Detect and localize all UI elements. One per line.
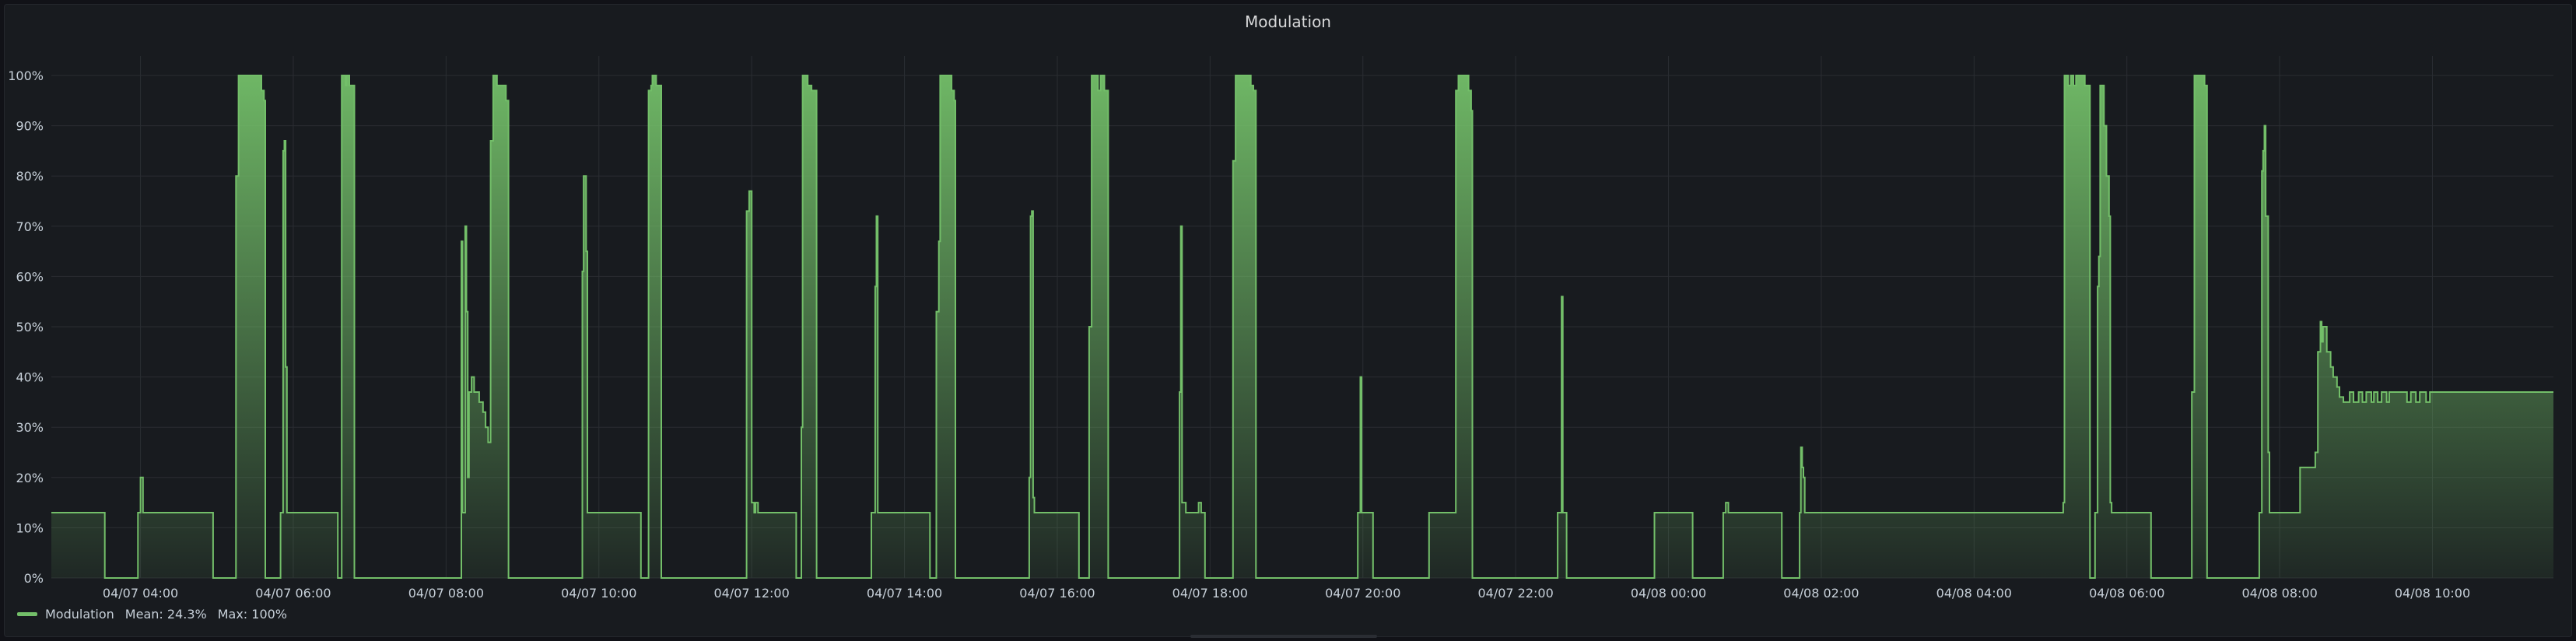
x-tick-label: 04/08 06:00: [2089, 586, 2164, 601]
legend-max: Max: 100%: [217, 606, 287, 622]
chart-svg: 0% 10% 20% 30% 40% 50% 60% 70% 80% 90% 100% 04/07 …: [8, 56, 2553, 601]
y-tick-label: 30%: [16, 420, 44, 435]
legend: Modulation Mean: 24.3% Max: 100%: [17, 605, 287, 622]
chart-panel: Modulation 0% 10% 20% 30% 40% 50% 60% 70% 80% 90%…: [4, 4, 2572, 637]
y-tick-label: 10%: [16, 520, 44, 535]
y-tick-label: 70%: [16, 219, 44, 234]
legend-mean: Mean: 24.3%: [124, 606, 207, 622]
x-tick-label: 04/08 00:00: [1631, 586, 1706, 601]
y-tick-label: 0%: [24, 571, 44, 586]
x-tick-label: 04/07 14:00: [867, 586, 942, 601]
x-tick-label: 04/08 10:00: [2395, 586, 2470, 601]
series-line[interactable]: [51, 75, 2553, 579]
x-tick-label: 04/07 22:00: [1477, 586, 1553, 601]
series-area: [51, 75, 2553, 578]
legend-swatch: [17, 611, 37, 616]
scrollbar-hint[interactable]: [1190, 635, 1377, 638]
y-axis: 0% 10% 20% 30% 40% 50% 60% 70% 80% 90% 100%: [8, 68, 44, 586]
legend-series-name: Modulation: [45, 606, 114, 622]
x-tick-label: 04/07 20:00: [1325, 586, 1400, 601]
y-tick-label: 20%: [16, 471, 44, 485]
legend-item-modulation[interactable]: Modulation: [17, 607, 114, 622]
x-tick-label: 04/07 06:00: [255, 586, 331, 601]
y-tick-label: 90%: [16, 119, 44, 134]
grid: [51, 56, 2553, 579]
x-tick-label: 04/07 04:00: [103, 586, 178, 601]
x-axis: 04/07 04:00 04/07 06:00 04/07 08:00 04/07 1…: [103, 586, 2470, 601]
y-tick-label: 50%: [16, 320, 44, 335]
y-tick-label: 60%: [16, 269, 44, 284]
x-tick-label: 04/07 12:00: [713, 586, 789, 601]
x-tick-label: 04/07 10:00: [561, 586, 636, 601]
x-tick-label: 04/08 02:00: [1783, 586, 1859, 601]
x-tick-label: 04/07 16:00: [1019, 586, 1095, 601]
y-tick-label: 80%: [16, 169, 44, 184]
x-tick-label: 04/08 04:00: [1936, 586, 2012, 601]
panel-title[interactable]: Modulation: [1245, 12, 1331, 31]
x-tick-label: 04/08 08:00: [2241, 586, 2317, 601]
x-tick-label: 04/07 18:00: [1172, 586, 1248, 601]
y-tick-label: 100%: [8, 68, 44, 83]
x-tick-label: 04/07 08:00: [408, 586, 484, 601]
y-tick-label: 40%: [16, 370, 44, 385]
